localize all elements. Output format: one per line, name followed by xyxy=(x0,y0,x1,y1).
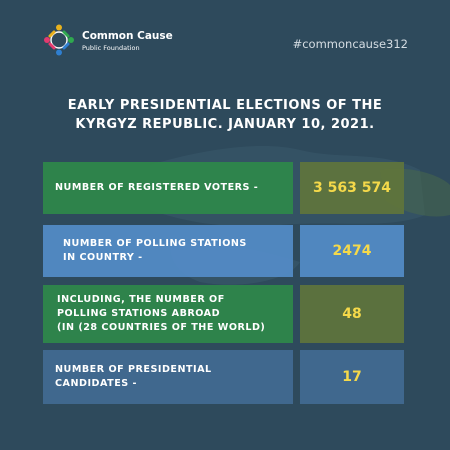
candidates-label-box: NUMBER OF PRESIDENTIAL CANDIDATES - xyxy=(43,350,293,404)
polling-stations-label-line-1: NUMBER OF POLLING STATIONS xyxy=(63,238,247,249)
polling-stations-label-box: NUMBER OF POLLING STATIONS IN COUNTRY - xyxy=(43,225,293,277)
page-title: EARLY PRESIDENTIAL ELECTIONS OF THE KYRG… xyxy=(0,96,450,134)
stations-abroad-label-line-3: (IN (28 COUNTRIES OF THE WORLD) xyxy=(57,322,266,333)
candidates-value: 17 xyxy=(342,369,362,385)
polling-stations-label-line-2: IN COUNTRY - xyxy=(63,252,143,263)
polling-stations-value: 2474 xyxy=(332,243,372,259)
stations-abroad-label-line-2: POLLING STATIONS ABROAD xyxy=(57,308,221,319)
registered-voters-value-box: 3 563 574 xyxy=(300,162,404,214)
logo-title: Common Cause xyxy=(82,30,173,42)
polling-stations-value-box: 2474 xyxy=(300,225,404,277)
title-line-1: EARLY PRESIDENTIAL ELECTIONS OF THE xyxy=(67,98,383,113)
candidates-label-line-2: CANDIDATES - xyxy=(55,378,137,389)
logo-emblem-icon xyxy=(44,24,74,56)
registered-voters-label-box: NUMBER OF REGISTERED VOTERS - xyxy=(43,162,293,214)
stations-abroad-label-box: INCLUDING, THE NUMBER OF POLLING STATION… xyxy=(43,285,293,343)
hashtag: #commoncause312 xyxy=(292,37,408,51)
candidates-value-box: 17 xyxy=(300,350,404,404)
registered-voters-value: 3 563 574 xyxy=(313,180,391,196)
common-cause-logo: Common Cause Public Foundation xyxy=(42,24,173,56)
stations-abroad-label-line-1: INCLUDING, THE NUMBER OF xyxy=(57,294,225,305)
registered-voters-label: NUMBER OF REGISTERED VOTERS - xyxy=(55,182,259,193)
stations-abroad-value-box: 48 xyxy=(300,285,404,343)
candidates-label-line-1: NUMBER OF PRESIDENTIAL xyxy=(55,364,212,375)
stations-abroad-value: 48 xyxy=(342,306,362,322)
logo-subtitle: Public Foundation xyxy=(82,44,140,52)
title-line-2: KYRGYZ REPUBLIC. JANUARY 10, 2021. xyxy=(75,117,375,132)
